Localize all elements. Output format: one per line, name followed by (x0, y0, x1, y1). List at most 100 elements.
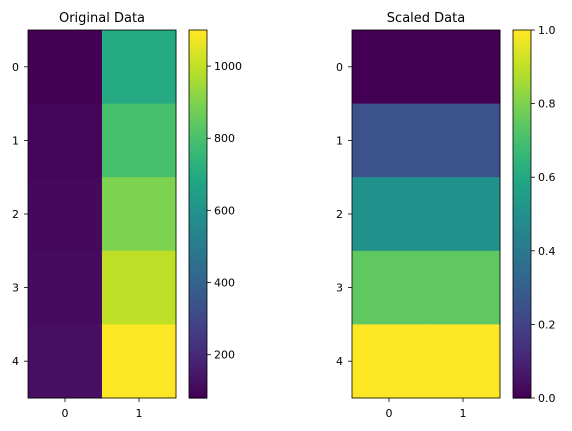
heatmap-cell (102, 103, 177, 178)
colorbar-gradient-step (189, 348, 207, 353)
colorbar-tick-label: 0.2 (538, 318, 556, 331)
colorbar-gradient-step (189, 266, 207, 270)
colorbar-gradient-step (513, 171, 531, 175)
colorbar-gradient-step (513, 379, 531, 384)
colorbar-gradient-step (513, 42, 531, 46)
colorbar-gradient-step (513, 235, 531, 240)
colorbar-gradient-step (513, 180, 531, 184)
heatmap-cell (28, 103, 103, 178)
colorbar-gradient-step (513, 82, 531, 86)
colorbar-gradient-step (513, 364, 531, 368)
colorbar-gradient-step (513, 186, 531, 191)
colorbar-original: 200 400 600 800 1000 (188, 29, 242, 399)
x-tick-label: 0 (62, 407, 69, 420)
colorbar-tick-label: 1000 (214, 60, 242, 73)
colorbar-gradient-step (189, 115, 207, 120)
heatmap-cell (426, 103, 501, 178)
colorbar-gradient-step (189, 281, 207, 286)
colorbar-gradient-step (189, 223, 207, 227)
colorbar-gradient-step (189, 306, 207, 310)
colorbar-gradient-step (189, 373, 207, 378)
heatmap-cell (352, 250, 427, 325)
colorbar-gradient-step (189, 318, 207, 322)
colorbar-gradient-step (513, 250, 531, 255)
colorbar-gradient-step (189, 39, 207, 43)
y-tick-label: 2 (336, 208, 343, 221)
colorbar-gradient-step (189, 125, 207, 129)
heatmap-scaled: 0 1 2 3 4 0 1 (336, 29, 501, 420)
heatmap-cell (352, 103, 427, 178)
colorbar-gradient-step (189, 97, 207, 102)
heatmap-cell (28, 177, 103, 252)
colorbar-gradient-step (189, 345, 207, 350)
colorbar-gradient-step (189, 382, 207, 387)
colorbar-gradient-step (513, 88, 531, 92)
colorbar-gradient-step (513, 275, 531, 279)
colorbar-gradient-step (189, 309, 207, 313)
colorbar-gradient-step (513, 177, 531, 181)
colorbar-gradient-step (513, 36, 531, 40)
colorbar-gradient-step (513, 39, 531, 43)
colorbar-gradient-step (189, 112, 207, 117)
colorbar-gradient-step (189, 376, 207, 381)
colorbar-gradient-step (513, 168, 531, 172)
colorbar-gradient-step (513, 97, 531, 102)
colorbar-gradient-step (189, 217, 207, 221)
colorbar-gradient-step (189, 82, 207, 86)
colorbar-gradient-step (189, 210, 207, 215)
colorbar-gradient-step (189, 186, 207, 191)
colorbar-gradient-step (189, 247, 207, 252)
colorbar-gradient-step (513, 330, 531, 335)
colorbar-gradient-step (189, 253, 207, 258)
colorbar-gradient-step (513, 63, 531, 68)
heatmap-cell (426, 250, 501, 325)
colorbar-gradient-step (189, 342, 207, 347)
colorbar-gradient-step (189, 143, 207, 148)
colorbar-gradient-step (513, 223, 531, 227)
colorbar-gradient-step (189, 256, 207, 261)
colorbar-tick-label: 0.0 (538, 392, 556, 405)
heatmap-cell (426, 30, 501, 105)
colorbar-gradient-step (513, 324, 531, 329)
colorbar-gradient-step (189, 201, 207, 206)
heatmap-cell (426, 177, 501, 252)
chart-scaled-data: Scaled Data 0 1 2 3 4 0 1 0.0 0.2 0.4 0.6 0.8 1.0 (336, 11, 556, 420)
colorbar-gradient-step (513, 266, 531, 270)
colorbar-gradient-step (189, 207, 207, 212)
colorbar-gradient-step (513, 247, 531, 252)
colorbar-tick-label: 0.8 (538, 98, 556, 111)
colorbar-gradient-step (513, 229, 531, 233)
colorbar-gradient-step (513, 318, 531, 322)
heatmap-cell (28, 250, 103, 325)
colorbar-gradient-step (513, 125, 531, 129)
colorbar-gradient-step (189, 296, 207, 301)
colorbar-gradient-step (513, 358, 531, 362)
colorbar-gradient-step (189, 299, 207, 304)
colorbar-gradient-step (189, 370, 207, 375)
colorbar-gradient-step (189, 118, 207, 123)
colorbar-gradient-step (189, 128, 207, 132)
colorbar-gradient-step (189, 269, 207, 273)
colorbar-gradient-step (513, 198, 531, 203)
colorbar-gradient-step (189, 85, 207, 89)
colorbar-gradient-step (189, 103, 207, 108)
colorbar-gradient-step (513, 373, 531, 378)
colorbar-gradient-step (189, 250, 207, 255)
colorbar-gradient-step (513, 296, 531, 301)
colorbar-scaled: 0.0 0.2 0.4 0.6 0.8 1.0 (512, 24, 556, 405)
heatmap-cell (426, 324, 501, 399)
colorbar-gradient-step (513, 293, 531, 298)
colorbar-gradient-step (189, 33, 207, 37)
colorbar-gradient-step (513, 143, 531, 148)
colorbar-gradient-step (513, 391, 531, 396)
y-tick-label: 3 (12, 282, 19, 295)
colorbar-gradient-step (189, 122, 207, 126)
colorbar-gradient-step (189, 229, 207, 233)
colorbar-gradient-step (189, 330, 207, 335)
heatmap-original: 0 1 2 3 4 0 1 (12, 29, 177, 420)
y-tick-label: 1 (336, 134, 343, 147)
colorbar-gradient-step (189, 352, 207, 356)
y-tick-label: 1 (12, 134, 19, 147)
colorbar-gradient-step (513, 214, 531, 218)
colorbar-gradient-step (513, 146, 531, 151)
